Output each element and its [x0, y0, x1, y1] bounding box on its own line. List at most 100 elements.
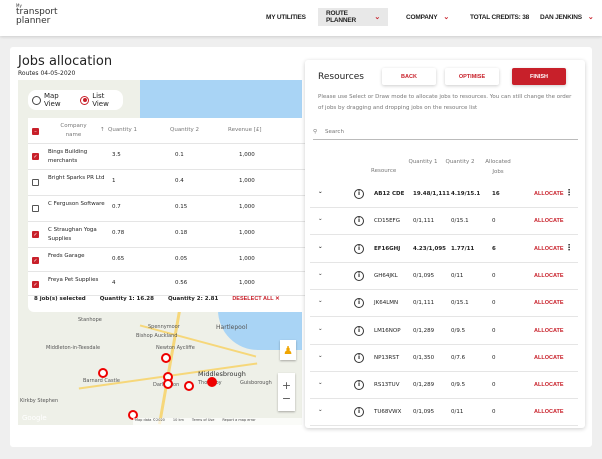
allocate-button[interactable]: ALLOCATE: [534, 272, 564, 279]
sort-up-icon[interactable]: ↑: [100, 127, 105, 133]
nav-route-planner[interactable]: ROUTE PLANNER ⌄: [318, 8, 388, 26]
zoom-in-button[interactable]: +: [281, 379, 292, 392]
allocate-button[interactable]: ALLOCATE: [534, 218, 564, 225]
resource-row[interactable]: ⌄ i CD15EFG 0/1,111 0/15.1 0 ALLOCATE: [310, 208, 578, 236]
job-row[interactable]: ✓ Freya Pet Supplies 4 0.56 1,000 ⋮: [28, 272, 316, 296]
info-icon[interactable]: i: [354, 407, 364, 418]
resource-id: JK64LMN: [374, 300, 399, 307]
resource-row[interactable]: ⌄ i LM16NOP 0/1,289 0/9.5 0 ALLOCATE: [310, 318, 578, 345]
job-checkbox[interactable]: ✓: [32, 281, 39, 288]
map-marker[interactable]: [207, 377, 217, 387]
job-checkbox[interactable]: ✓: [32, 153, 39, 160]
info-icon[interactable]: i: [354, 189, 364, 199]
resource-row[interactable]: ⌄ i RS13TUV 0/1,289 0/9.5 0 ALLOCATE: [310, 372, 578, 400]
col-revenue[interactable]: Revenue [£]: [228, 127, 262, 133]
job-checkbox[interactable]: [32, 205, 39, 212]
revenue: 1,000: [239, 178, 255, 184]
job-row[interactable]: C Ferguson Software 0.7 0.15 1,000 ⋮: [28, 196, 316, 222]
resource-quantity1: 4.23/1,095: [413, 245, 446, 252]
logo[interactable]: My transport planner: [16, 3, 58, 26]
map-scale: 10 km: [172, 418, 184, 422]
map-label: Guisborough: [240, 380, 272, 386]
expand-chevron-icon[interactable]: ⌄: [318, 298, 323, 305]
allocate-button[interactable]: ALLOCATE: [534, 300, 564, 307]
info-icon[interactable]: i: [354, 380, 364, 391]
col-quantity1[interactable]: Quantity 1: [108, 127, 138, 133]
view-toggle: Map View List View: [28, 90, 123, 110]
terms-link[interactable]: Terms of Use: [191, 418, 215, 422]
allocate-button[interactable]: ALLOCATE: [534, 354, 564, 361]
allocate-button[interactable]: ALLOCATE: [534, 327, 564, 334]
job-row[interactable]: ✓ Bings Building merchants 3.5 0.1 1,000…: [28, 144, 316, 170]
resource-row[interactable]: ⌄ i EF16GHJ 4.23/1,095 1.77/11 6 ALLOCAT…: [310, 236, 578, 263]
resource-row[interactable]: ⌄ i AB12 CDE 19.48/1,111 4.19/15.1 16 AL…: [310, 181, 578, 208]
quantity1: 1: [112, 178, 116, 184]
allocated-jobs: 0: [492, 300, 496, 307]
more-vert-icon[interactable]: ⋮: [565, 242, 573, 252]
map-label: Hartlepool: [216, 324, 248, 331]
job-checkbox[interactable]: ✓: [32, 257, 39, 264]
map-view-radio[interactable]: [32, 95, 41, 105]
street-view-pegman-icon[interactable]: ♟: [280, 340, 296, 360]
finish-button[interactable]: FINISH: [512, 68, 566, 85]
zoom-out-button[interactable]: −: [281, 392, 292, 405]
expand-chevron-icon[interactable]: ⌄: [318, 325, 323, 332]
allocate-button[interactable]: ALLOCATE: [534, 382, 564, 389]
company-name: C Ferguson Software: [48, 201, 105, 207]
more-vert-icon[interactable]: ⋮: [565, 188, 573, 197]
deselect-label: DESELECT ALL: [232, 296, 274, 302]
info-icon[interactable]: i: [354, 325, 364, 336]
info-icon[interactable]: i: [354, 216, 364, 227]
info-icon[interactable]: i: [354, 243, 364, 254]
job-row[interactable]: ✓ C Straughan Yoga Supplies 0.78 0.18 1,…: [28, 222, 316, 248]
job-checkbox[interactable]: [32, 179, 39, 186]
resource-row[interactable]: ⌄ i TU68VWX 0/1,095 0/11 0 ALLOCATE: [310, 399, 578, 427]
report-link[interactable]: Report a map error: [222, 418, 256, 422]
expand-chevron-icon[interactable]: ⌄: [318, 407, 323, 414]
nav-company[interactable]: COMPANY ⌄: [398, 8, 457, 26]
jobs-table: – Company name ↑ Quantity 1 Quantity 2 R…: [28, 118, 316, 312]
map-marker[interactable]: [184, 381, 194, 391]
info-icon[interactable]: i: [354, 270, 364, 281]
info-icon[interactable]: i: [354, 298, 364, 309]
select-all-checkbox[interactable]: –: [32, 128, 39, 135]
job-row[interactable]: Bright Sparks PR Ltd 1 0.4 1,000 ⋮: [28, 170, 316, 196]
company-name: Bright Sparks PR Ltd: [48, 175, 105, 181]
allocate-button[interactable]: ALLOCATE: [534, 409, 564, 416]
nav-user[interactable]: DAN JENKINS ⌄: [532, 8, 602, 26]
col-quantity2[interactable]: Quantity 2: [170, 127, 200, 133]
search-input[interactable]: ⚲ Search: [313, 124, 578, 140]
nav-my-utilities[interactable]: MY UTILITIES: [258, 8, 314, 26]
expand-chevron-icon[interactable]: ⌄: [318, 380, 323, 387]
job-row[interactable]: ✓ Freds Garage 0.65 0.05 1,000 ⋮: [28, 248, 316, 272]
close-icon: ✕: [275, 296, 280, 302]
revenue: 1,000: [239, 152, 255, 158]
map-label: Kirkby Stephen: [20, 398, 59, 404]
col-company[interactable]: Company name: [60, 123, 87, 138]
list-view-radio[interactable]: [80, 95, 90, 105]
chevron-down-icon: ⌄: [587, 14, 594, 21]
expand-chevron-icon[interactable]: ⌄: [318, 189, 323, 195]
expand-chevron-icon[interactable]: ⌄: [318, 352, 323, 359]
list-view-label[interactable]: List View: [92, 92, 109, 108]
map-marker[interactable]: [163, 379, 173, 389]
allocate-button[interactable]: ALLOCATE: [534, 245, 564, 252]
deselect-all-button[interactable]: DESELECT ALL ✕: [232, 296, 279, 302]
expand-chevron-icon[interactable]: ⌄: [318, 243, 323, 250]
resource-row[interactable]: ⌄ i NP13RST 0/1,350 0/7.6 0 ALLOCATE: [310, 345, 578, 372]
expand-chevron-icon[interactable]: ⌄: [318, 270, 323, 277]
resource-row[interactable]: ⌄ i GH64JKL 0/1,095 0/11 0 ALLOCATE: [310, 263, 578, 290]
map-view-label[interactable]: Map View: [43, 92, 61, 108]
map-marker[interactable]: [98, 368, 108, 378]
resources-panel: Resources BACK OPTIMISE FINISH Please us…: [305, 60, 585, 428]
optimise-button[interactable]: OPTIMISE: [445, 68, 499, 85]
job-checkbox[interactable]: ✓: [32, 231, 39, 238]
expand-chevron-icon[interactable]: ⌄: [318, 216, 323, 223]
map-marker[interactable]: [161, 353, 171, 363]
info-icon[interactable]: i: [354, 352, 364, 363]
resource-quantity2: 0/9.5: [451, 327, 466, 334]
company-name: C Straughan Yoga Supplies: [48, 227, 97, 242]
resource-row[interactable]: ⌄ i JK64LMN 0/1,111 0/15.1 0 ALLOCATE: [310, 290, 578, 318]
back-button[interactable]: BACK: [382, 68, 436, 85]
allocate-button[interactable]: ALLOCATE: [534, 191, 564, 197]
